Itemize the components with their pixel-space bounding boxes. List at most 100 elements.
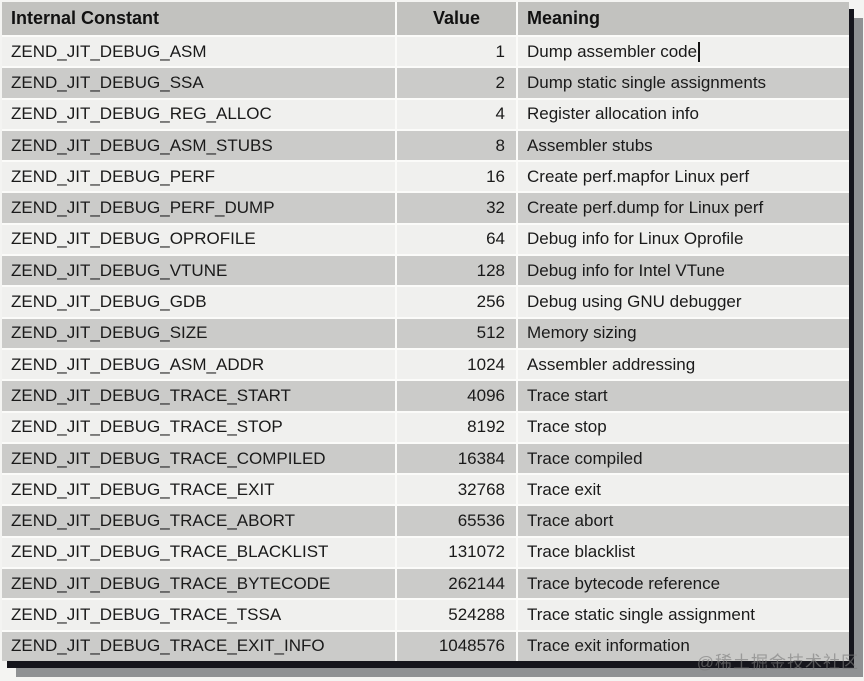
value-cell: 512 xyxy=(397,318,516,348)
column-header-value: Value xyxy=(397,2,516,35)
meaning-cell: Dump static single assignments xyxy=(518,68,849,98)
table-row: ZEND_JIT_DEBUG_PERF_DUMP 32 Create perf.… xyxy=(2,193,849,223)
meaning-cell: Trace abort xyxy=(518,506,849,536)
meaning-cell: Register allocation info xyxy=(518,99,849,129)
meaning-text: Trace stop xyxy=(527,417,607,437)
constant-cell: ZEND_JIT_DEBUG_ASM_STUBS xyxy=(2,130,395,161)
meaning-cell: Trace exit xyxy=(518,475,849,505)
value-cell: 16384 xyxy=(397,443,516,474)
constant-text: ZEND_JIT_DEBUG_REG_ALLOC xyxy=(11,104,272,124)
table-row: ZEND_JIT_DEBUG_TRACE_BLACKLIST 131072 Tr… xyxy=(2,537,849,568)
meaning-cell: Trace static single assignment xyxy=(518,600,849,630)
meaning-text: Assembler stubs xyxy=(527,135,653,155)
constants-table: Internal Constant Value Meaning ZEND_JIT… xyxy=(2,2,849,661)
meaning-text: Debug info for Linux Oprofile xyxy=(527,229,744,249)
meaning-cell: Debug info for Intel VTune xyxy=(518,256,849,286)
value-text: 32 xyxy=(486,198,505,218)
constant-cell: ZEND_JIT_DEBUG_TRACE_STOP xyxy=(2,412,395,442)
meaning-cell: Assembler addressing xyxy=(518,349,849,380)
value-text: 65536 xyxy=(457,511,505,531)
meaning-text: Debug using GNU debugger xyxy=(527,292,742,312)
value-cell: 4 xyxy=(397,99,516,129)
table-row: ZEND_JIT_DEBUG_ASM_ADDR 1024 Assembler a… xyxy=(2,349,849,380)
constant-cell: ZEND_JIT_DEBUG_TRACE_ABORT xyxy=(2,506,395,536)
constant-cell: ZEND_JIT_DEBUG_GDB xyxy=(2,287,395,317)
constant-cell: ZEND_JIT_DEBUG_TRACE_EXIT xyxy=(2,475,395,505)
constant-text: ZEND_JIT_DEBUG_SSA xyxy=(11,72,204,92)
meaning-cell: Create perf.dump for Linux perf xyxy=(518,193,849,223)
meaning-text: Memory sizing xyxy=(527,323,637,343)
constant-text: ZEND_JIT_DEBUG_TRACE_COMPILED xyxy=(11,448,326,468)
table-row: ZEND_JIT_DEBUG_SSA 2 Dump static single … xyxy=(2,68,849,98)
value-cell: 8 xyxy=(397,130,516,161)
meaning-cell: Trace exit information xyxy=(518,631,849,661)
value-cell: 16 xyxy=(397,162,516,192)
meaning-cell: Trace compiled xyxy=(518,443,849,474)
value-text: 262144 xyxy=(448,573,505,593)
value-cell: 65536 xyxy=(397,506,516,536)
meaning-text: Trace start xyxy=(527,385,608,405)
constant-text: ZEND_JIT_DEBUG_TRACE_TSSA xyxy=(11,604,282,624)
constant-text: ZEND_JIT_DEBUG_PERF xyxy=(11,166,216,186)
meaning-cell: Trace blacklist xyxy=(518,537,849,568)
value-text: 4 xyxy=(495,104,505,124)
value-cell: 1 xyxy=(397,37,516,67)
meaning-text: Trace compiled xyxy=(527,448,643,468)
value-cell: 4096 xyxy=(397,381,516,411)
constant-text: ZEND_JIT_DEBUG_ASM_ADDR xyxy=(11,354,265,374)
table-row: ZEND_JIT_DEBUG_TRACE_STOP 8192 Trace sto… xyxy=(2,412,849,442)
constant-cell: ZEND_JIT_DEBUG_TRACE_EXIT_INFO xyxy=(2,631,395,661)
constant-cell: ZEND_JIT_DEBUG_SSA xyxy=(2,68,395,98)
value-cell: 32 xyxy=(397,193,516,223)
meaning-text: Dump assembler code xyxy=(527,41,698,61)
constant-cell: ZEND_JIT_DEBUG_PERF_DUMP xyxy=(2,193,395,223)
value-text: 32768 xyxy=(457,479,505,499)
meaning-text: Trace static single assignment xyxy=(527,604,756,624)
constant-cell: ZEND_JIT_DEBUG_OPROFILE xyxy=(2,224,395,255)
table-row: ZEND_JIT_DEBUG_ASM_STUBS 8 Assembler stu… xyxy=(2,130,849,161)
meaning-text: Trace exit information xyxy=(527,636,690,656)
table-row: ZEND_JIT_DEBUG_TRACE_COMPILED 16384 Trac… xyxy=(2,443,849,474)
value-text: 64 xyxy=(486,229,505,249)
value-text: 4096 xyxy=(467,385,505,405)
constant-text: ZEND_JIT_DEBUG_GDB xyxy=(11,292,207,312)
meaning-text: Trace exit xyxy=(527,479,602,499)
constant-cell: ZEND_JIT_DEBUG_ASM xyxy=(2,37,395,67)
table-row: ZEND_JIT_DEBUG_PERF 16 Create perf.mapfo… xyxy=(2,162,849,192)
watermark: @稀土掘金技术社区 xyxy=(696,653,859,672)
meaning-text: Assembler addressing xyxy=(527,354,696,374)
value-cell: 8192 xyxy=(397,412,516,442)
meaning-cell: Trace stop xyxy=(518,412,849,442)
constant-text: ZEND_JIT_DEBUG_ASM xyxy=(11,41,207,61)
table-row: ZEND_JIT_DEBUG_GDB 256 Debug using GNU d… xyxy=(2,287,849,317)
constant-text: ZEND_JIT_DEBUG_TRACE_ABORT xyxy=(11,511,296,531)
value-cell: 32768 xyxy=(397,475,516,505)
meaning-text: Create perf.mapfor Linux perf xyxy=(527,166,750,186)
table-row: ZEND_JIT_DEBUG_TRACE_BYTECODE 262144 Tra… xyxy=(2,569,849,599)
table-row: ZEND_JIT_DEBUG_TRACE_TSSA 524288 Trace s… xyxy=(2,600,849,630)
value-cell: 1048576 xyxy=(397,631,516,661)
table-row: ZEND_JIT_DEBUG_REG_ALLOC 4 Register allo… xyxy=(2,99,849,129)
value-text: 8 xyxy=(495,135,505,155)
value-text: 1 xyxy=(495,41,505,61)
constant-cell: ZEND_JIT_DEBUG_TRACE_TSSA xyxy=(2,600,395,630)
meaning-cell: Trace bytecode reference xyxy=(518,569,849,599)
meaning-text: Trace abort xyxy=(527,511,614,531)
meaning-cell: Dump assembler code xyxy=(518,37,849,67)
meaning-text: Create perf.dump for Linux perf xyxy=(527,198,764,218)
meaning-text: Register allocation info xyxy=(527,104,699,124)
meaning-cell: Assembler stubs xyxy=(518,130,849,161)
value-text: 16384 xyxy=(457,448,505,468)
value-cell: 64 xyxy=(397,224,516,255)
constant-cell: ZEND_JIT_DEBUG_TRACE_BLACKLIST xyxy=(2,537,395,568)
constant-cell: ZEND_JIT_DEBUG_TRACE_BYTECODE xyxy=(2,569,395,599)
value-text: 131072 xyxy=(448,542,505,562)
table-row: ZEND_JIT_DEBUG_ASM 1 Dump assembler code xyxy=(2,37,849,67)
table-row: ZEND_JIT_DEBUG_VTUNE 128 Debug info for … xyxy=(2,256,849,286)
constant-text: ZEND_JIT_DEBUG_VTUNE xyxy=(11,260,228,280)
constant-text: ZEND_JIT_DEBUG_ASM_STUBS xyxy=(11,135,273,155)
constant-cell: ZEND_JIT_DEBUG_PERF xyxy=(2,162,395,192)
value-text: 8192 xyxy=(467,417,505,437)
meaning-cell: Trace start xyxy=(518,381,849,411)
constant-text: ZEND_JIT_DEBUG_PERF_DUMP xyxy=(11,198,275,218)
